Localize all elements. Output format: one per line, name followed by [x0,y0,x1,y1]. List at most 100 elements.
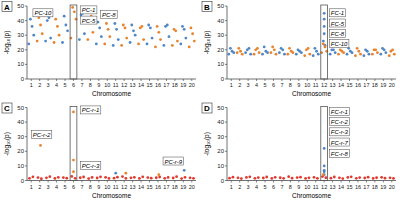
point [292,51,295,54]
y-tick-label: 0 [21,76,25,82]
y-tick-label: 40 [217,18,224,24]
x-tick-label: 17 [163,82,169,88]
annotation-box [329,29,345,37]
y-axis [227,6,228,79]
x-tick-label: 4 [55,184,58,190]
point [245,176,248,179]
point [163,177,166,180]
point [384,177,387,180]
point [295,53,298,56]
point [155,176,158,179]
x-tick-label: 20 [389,184,395,190]
point [383,48,386,51]
panel-label: C [4,104,10,113]
point [28,177,31,180]
annotation: FC-r-7 [331,140,349,146]
point [374,48,377,51]
point [117,38,120,41]
point [351,51,354,54]
point [54,18,57,21]
point [87,177,90,180]
point [53,177,56,180]
point [184,37,187,40]
point [124,172,127,175]
point [313,176,316,179]
x-tick-label: 17 [363,82,369,88]
x-tick-label: 4 [255,82,258,88]
x-axis [227,79,396,80]
point [313,47,316,50]
point [384,51,387,54]
point [156,25,159,28]
point [324,176,327,179]
point [124,177,127,180]
point [371,53,374,56]
x-tick-label: 19 [180,82,186,88]
point [39,24,42,27]
x-tick-label: 16 [355,184,361,190]
point [323,147,326,150]
x-tick-label: 20 [389,82,395,88]
annotation: FC-8 [331,31,345,37]
point [183,169,186,172]
annotation-box [80,16,97,24]
point [332,48,335,51]
point [137,43,140,46]
point [338,176,341,179]
point [266,51,269,54]
point [62,176,65,179]
annotation-box [33,9,53,17]
point [189,176,192,179]
y-tick-label: 10 [17,163,24,169]
point [333,176,336,179]
point [296,176,299,179]
panel-label-box [202,103,212,113]
point [72,170,75,173]
annotation-box [80,6,97,14]
point [346,53,349,56]
point [49,37,52,40]
point [41,32,44,35]
x-tick-label: 12 [321,82,327,88]
point [323,173,326,176]
point [32,34,35,37]
point [299,176,302,179]
annotation-box [31,131,52,139]
point [274,176,277,179]
annotation-box [329,9,345,17]
x-tick-label: 8 [289,82,292,88]
x-tick-label: 13 [130,82,136,88]
x-tick-label: 14 [338,82,344,88]
annotation: PC-1 [82,7,96,13]
point [120,44,123,47]
point [244,51,247,54]
x-tick-label: 16 [155,184,161,190]
x-tick-label: 15 [346,184,352,190]
x-tick-label: 6 [72,82,75,88]
point [265,176,268,179]
point [29,18,32,21]
panel-label: B [204,3,210,12]
y-tick-label: 40 [217,119,224,125]
point [283,53,286,56]
point [92,31,95,34]
point [65,177,68,180]
x-tick-label: 6 [72,184,75,190]
point [36,40,39,43]
point [175,175,178,178]
annotation: PC-r-2 [33,132,51,138]
point [113,177,116,180]
point [273,48,276,51]
point [176,40,179,43]
point [275,53,278,56]
point [151,37,154,40]
point [300,51,303,54]
x-tick-label: 14 [138,82,144,88]
point [107,28,110,31]
point [304,177,307,180]
annotation-box [329,128,349,136]
point [263,45,266,48]
x-tick-label: 1 [230,82,233,88]
point [239,50,242,53]
point [104,176,107,179]
